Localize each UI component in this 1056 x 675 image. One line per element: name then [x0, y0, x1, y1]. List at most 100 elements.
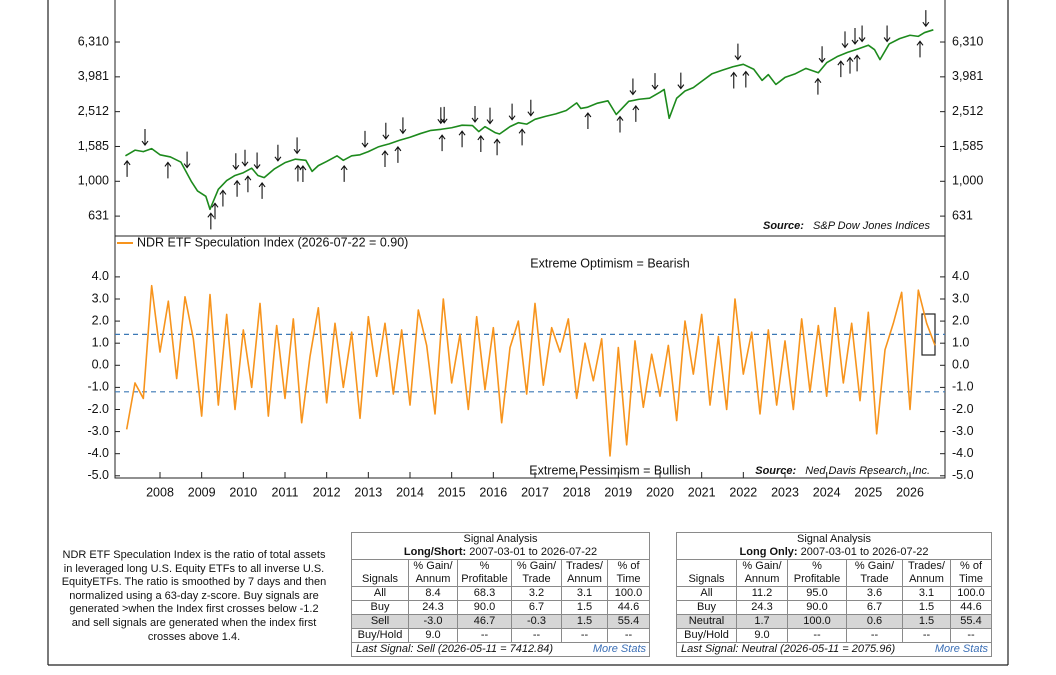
table-row: Buy 24.3 90.0 6.7 1.5 44.6: [676, 600, 992, 615]
buy-signal: [916, 40, 924, 58]
table-cell: 6.7: [846, 600, 903, 615]
table-row: Neutral 1.7 100.0 0.6 1.5 55.4: [676, 614, 992, 629]
x-tick-label: 2026: [896, 485, 924, 499]
data-line: [125, 284, 936, 457]
x-tick-label: 2014: [396, 485, 424, 499]
buy-signal: [814, 77, 822, 95]
column-header: % Profitable: [457, 559, 512, 587]
column-header: % Gain/Trade: [511, 559, 562, 587]
y-tick-label: -1.0: [87, 380, 109, 394]
subtitle-row: Long Only: 2007-03-01 to 2026-07-22: [676, 546, 992, 560]
sell-signal: [677, 72, 685, 90]
y-tick-label: 0.0: [92, 358, 109, 372]
column-header: % of Time: [607, 559, 650, 587]
source: Source: S&P Dow Jones Indices: [763, 220, 931, 232]
table-cell: 24.3: [736, 600, 788, 615]
table-cell: 6.7: [511, 600, 562, 615]
signal-table: Signal Analysis Long/Short: 2007-03-01 to…: [351, 532, 650, 657]
x-tick-label: 2010: [229, 485, 257, 499]
table-cell: All: [676, 586, 737, 601]
table-cell: --: [950, 628, 992, 643]
y2-tick-label: -2.0: [952, 402, 974, 416]
buy-signal: [837, 60, 845, 78]
column-header-line: Trades/: [566, 560, 603, 573]
table-cell: 90.0: [787, 600, 847, 615]
table-title: Signal Analysis: [676, 532, 992, 546]
table-cell: 1.5: [561, 614, 608, 629]
y-tick-label: 4.0: [92, 269, 109, 283]
sell-signal: [293, 137, 301, 155]
table-cell: 11.2: [736, 586, 788, 601]
x-tick-label: 2016: [479, 485, 507, 499]
column-header-line: Time: [958, 573, 984, 585]
table-cell: 44.6: [607, 600, 650, 615]
table-cell: 1.5: [561, 600, 608, 615]
footer-row: Last Signal: Neutral (2026-05-11 = 2075.…: [676, 642, 992, 657]
y2-tick-label: 631: [952, 208, 973, 222]
column-header: % Gain/Annum: [736, 559, 788, 587]
table-cell: 1.5: [902, 614, 951, 629]
more-stats-link[interactable]: More Stats: [902, 642, 992, 657]
table-cell: 24.3: [408, 600, 458, 615]
table-cell: --: [561, 628, 608, 643]
sell-signal: [141, 129, 149, 146]
column-header-line: Signals: [361, 573, 399, 585]
table-cell: 8.4: [408, 586, 458, 601]
x-tick-label: 2025: [854, 485, 882, 499]
signal-table: Signal Analysis Long Only: 2007-03-01 to …: [676, 532, 992, 657]
sell-signal: [399, 117, 407, 135]
sell-signal: [241, 149, 249, 167]
column-header-line: Annum: [415, 573, 451, 585]
buy-signal: [846, 56, 854, 74]
x-tick-label: 2012: [313, 485, 341, 499]
table-cell: 0.6: [846, 614, 903, 629]
last-signal: Last Signal: Neutral (2026-05-11 = 2075.…: [676, 642, 903, 657]
header-row: Signals% Gain/Annum% Profitable% Gain/Tra…: [676, 559, 992, 587]
table-cell: Buy: [351, 600, 409, 615]
column-header: % Profitable: [787, 559, 847, 587]
column-header-line: %: [479, 560, 490, 573]
plot-frame: [114, 0, 946, 479]
table-cell: 3.2: [511, 586, 562, 601]
y2-tick-label: 1,585: [952, 139, 983, 153]
x-tick-label: 2019: [604, 485, 632, 499]
column-header-line: % Gain/: [516, 560, 557, 573]
buy-signal: [458, 130, 466, 148]
y2-tick-label: 2.0: [952, 313, 969, 327]
table-period: 2007-03-01 to 2026-07-22: [469, 546, 598, 558]
y2-tick-label: 4.0: [952, 269, 969, 283]
table-cell: 100.0: [787, 614, 847, 629]
table-cell: Sell: [351, 614, 409, 629]
column-header-line: Trades/: [908, 560, 945, 573]
column-header-line: Profitable: [461, 573, 508, 585]
more-stats-link[interactable]: More Stats: [561, 642, 650, 657]
sell-signal: [818, 46, 826, 64]
annotation: Extreme Optimism = Bearish: [530, 256, 689, 270]
sell-signal: [527, 99, 535, 117]
buy-signal: [394, 145, 402, 163]
legend-label: NDR ETF Speculation Index (2026-07-22 = …: [137, 235, 408, 249]
sell-signal: [486, 107, 494, 125]
table-cell: 9.0: [408, 628, 458, 643]
column-header-line: Trade: [522, 573, 551, 585]
table-cell: 1.5: [902, 600, 951, 615]
sell-signal: [471, 105, 479, 123]
table-cell: 100.0: [950, 586, 992, 601]
column-header: Trades/Annum: [561, 559, 608, 587]
y-tick-label: 631: [88, 208, 109, 222]
table-cell: 68.3: [457, 586, 512, 601]
annotation: Extreme Pessimism = Bullish: [529, 463, 691, 477]
buy-signal: [164, 161, 172, 179]
column-header-line: Profitable: [793, 573, 841, 585]
column-header-line: Annum: [909, 573, 944, 585]
y-tick-label: 3.0: [92, 291, 109, 305]
column-header-line: % of: [959, 560, 982, 573]
title-row: Signal Analysis: [351, 532, 650, 546]
buy-signal: [518, 128, 526, 146]
buy-signal: [742, 70, 750, 88]
title-row: Signal Analysis: [676, 532, 992, 546]
table-cell: --: [511, 628, 562, 643]
table-cell: 55.4: [607, 614, 650, 629]
y2-tick-label: -5.0: [952, 468, 974, 482]
